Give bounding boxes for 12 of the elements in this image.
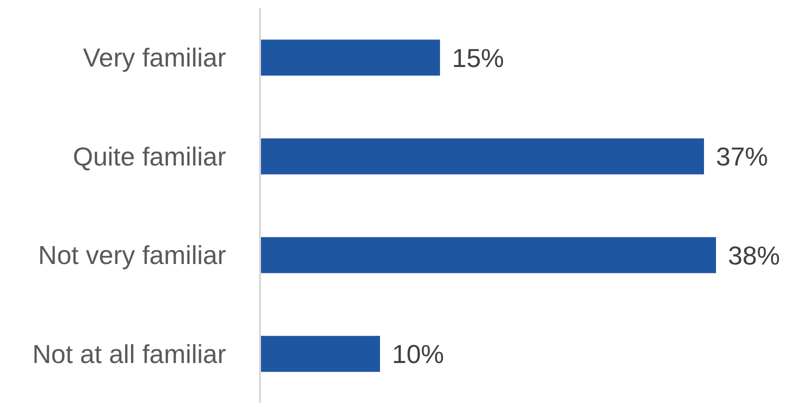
bar bbox=[260, 138, 704, 174]
y-tick-label: Quite familiar bbox=[72, 141, 226, 172]
bar bbox=[260, 336, 380, 372]
data-label: 10% bbox=[392, 339, 444, 370]
data-label: 37% bbox=[716, 142, 768, 172]
data-label: 38% bbox=[728, 240, 780, 270]
data-label: 15% bbox=[452, 42, 504, 73]
y-tick-label: Not very familiar bbox=[38, 240, 226, 270]
y-tick-label: Not at all familiar bbox=[32, 338, 226, 369]
bar bbox=[260, 237, 716, 274]
bar bbox=[260, 40, 440, 76]
y-tick-label: Very familiar bbox=[82, 42, 226, 73]
